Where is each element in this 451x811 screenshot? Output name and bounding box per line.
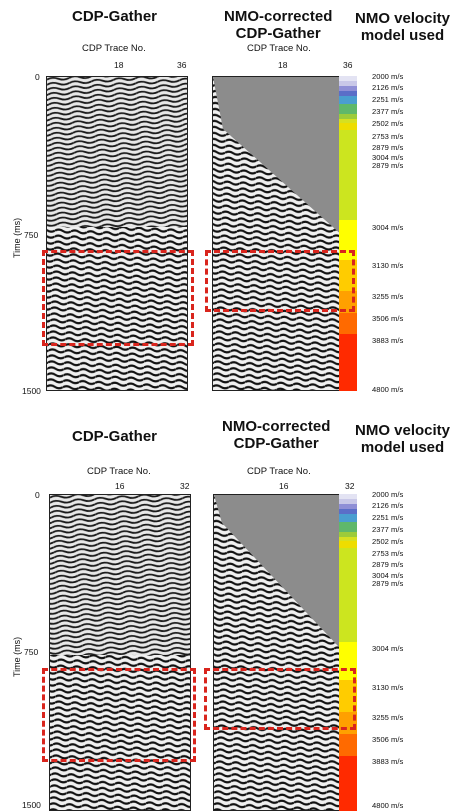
cdp-gather-title: CDP-Gather: [72, 8, 158, 25]
x-axis-label-left: CDP Trace No.: [82, 43, 146, 54]
velocity-label: 2502 m/s: [372, 537, 404, 546]
y-tick-750: 750: [24, 647, 39, 657]
velocity-colorbar: [339, 76, 357, 391]
x-tick-mid-left: 18: [114, 60, 124, 70]
velocity-label: 3255 m/s: [372, 292, 404, 301]
highlight-box: [42, 250, 194, 346]
x-tick-end-left: 36: [177, 60, 187, 70]
velocity-label: 4800 m/s: [372, 385, 404, 394]
x-axis-label-left: CDP Trace No.: [87, 466, 151, 477]
x-tick-end-left: 32: [180, 481, 190, 491]
velocity-label: 2000 m/s: [372, 490, 404, 499]
cdp-gather-title: CDP-Gather: [72, 428, 158, 445]
velocity-label: 2126 m/s: [372, 83, 404, 92]
seismic-traces: [50, 495, 190, 810]
nmo-traces: [213, 77, 353, 390]
highlight-box-nmo: [204, 668, 356, 730]
nmo-corrected-plot: [212, 76, 354, 391]
y-tick-1500: 1500: [22, 386, 41, 396]
velocity-label: 2377 m/s: [372, 107, 404, 116]
y-tick-750: 750: [24, 230, 39, 240]
nmo-traces: [214, 495, 354, 810]
velocity-label: 2377 m/s: [372, 525, 404, 534]
velocity-label: 2753 m/s: [372, 132, 404, 141]
velocity-label: 3004 m/s: [372, 571, 404, 580]
x-axis-label-mid: CDP Trace No.: [247, 466, 311, 477]
velocity-label: 2879 m/s: [372, 560, 404, 569]
y-axis-label: Time (ms): [12, 636, 22, 677]
velocity-label: 3506 m/s: [372, 314, 404, 323]
x-tick-mid-mid: 16: [279, 481, 289, 491]
x-tick-end-mid: 36: [343, 60, 353, 70]
y-tick-0: 0: [35, 72, 40, 82]
velocity-label: 4800 m/s: [372, 801, 404, 810]
highlight-box: [42, 668, 196, 762]
x-tick-end-mid: 32: [345, 481, 355, 491]
x-tick-mid-left: 16: [115, 481, 125, 491]
cdp-gather-plot: [46, 76, 188, 391]
velocity-label: 3004 m/s: [372, 153, 404, 162]
nmo-corrected-title: NMO-corrected CDP-Gather: [224, 8, 333, 42]
velocity-label: 2251 m/s: [372, 95, 404, 104]
x-axis-label-mid: CDP Trace No.: [247, 43, 311, 54]
velocity-label: 2000 m/s: [372, 72, 404, 81]
velocity-label: 2879 m/s: [372, 143, 404, 152]
velocity-label: 3883 m/s: [372, 757, 404, 766]
velocity-label: 3130 m/s: [372, 261, 404, 270]
velocity-label: 3255 m/s: [372, 713, 404, 722]
velocity-label: 2126 m/s: [372, 501, 404, 510]
velocity-colorbar: [339, 494, 357, 811]
highlight-box-nmo: [205, 250, 355, 312]
velocity-label: 2879 m/s: [372, 161, 404, 170]
y-tick-0: 0: [35, 490, 40, 500]
x-tick-mid-mid: 18: [278, 60, 288, 70]
velocity-label: 2502 m/s: [372, 119, 404, 128]
velocity-label: 2879 m/s: [372, 579, 404, 588]
velocity-label: 3883 m/s: [372, 336, 404, 345]
velocity-label: 3506 m/s: [372, 735, 404, 744]
velocity-label: 2251 m/s: [372, 513, 404, 522]
cdp-gather-plot: [49, 494, 191, 811]
nmo-corrected-plot: [213, 494, 355, 811]
y-axis-label: Time (ms): [12, 217, 22, 258]
y-tick-1500: 1500: [22, 800, 41, 810]
seismic-traces: [47, 77, 187, 390]
nmo-velocity-model-title: NMO velocity model used: [355, 10, 451, 44]
velocity-label: 3004 m/s: [372, 644, 404, 653]
velocity-label: 3130 m/s: [372, 683, 404, 692]
nmo-corrected-title: NMO-corrected CDP-Gather: [222, 418, 331, 452]
velocity-label: 3004 m/s: [372, 223, 404, 232]
velocity-label: 2753 m/s: [372, 549, 404, 558]
nmo-velocity-model-title: NMO velocity model used: [355, 422, 451, 456]
